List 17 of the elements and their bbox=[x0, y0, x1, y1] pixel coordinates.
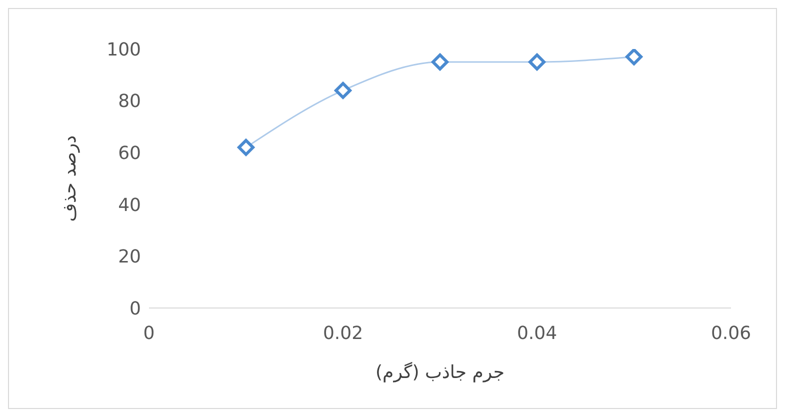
y-tick-label: 40 bbox=[118, 194, 141, 216]
y-tick-label: 0 bbox=[130, 298, 141, 320]
y-tick-label: 20 bbox=[118, 246, 141, 268]
x-tick-label: 0.02 bbox=[322, 322, 364, 344]
x-tick-label: 0 bbox=[143, 322, 155, 344]
y-axis-title: درصد حذف bbox=[59, 135, 80, 222]
x-axis-title: جرم جاذب (گرم) bbox=[376, 361, 504, 383]
point bbox=[238, 138, 254, 156]
x-tick-label: 0.06 bbox=[710, 322, 752, 344]
y-tick-label: 60 bbox=[118, 142, 141, 164]
point bbox=[626, 49, 642, 66]
y-tick-label: 80 bbox=[118, 91, 141, 112]
point bbox=[528, 53, 546, 70]
point bbox=[334, 82, 352, 99]
point bbox=[432, 53, 448, 70]
x-tick-label: 0.04 bbox=[516, 322, 558, 344]
y-tick-label: 100 bbox=[106, 39, 141, 60]
